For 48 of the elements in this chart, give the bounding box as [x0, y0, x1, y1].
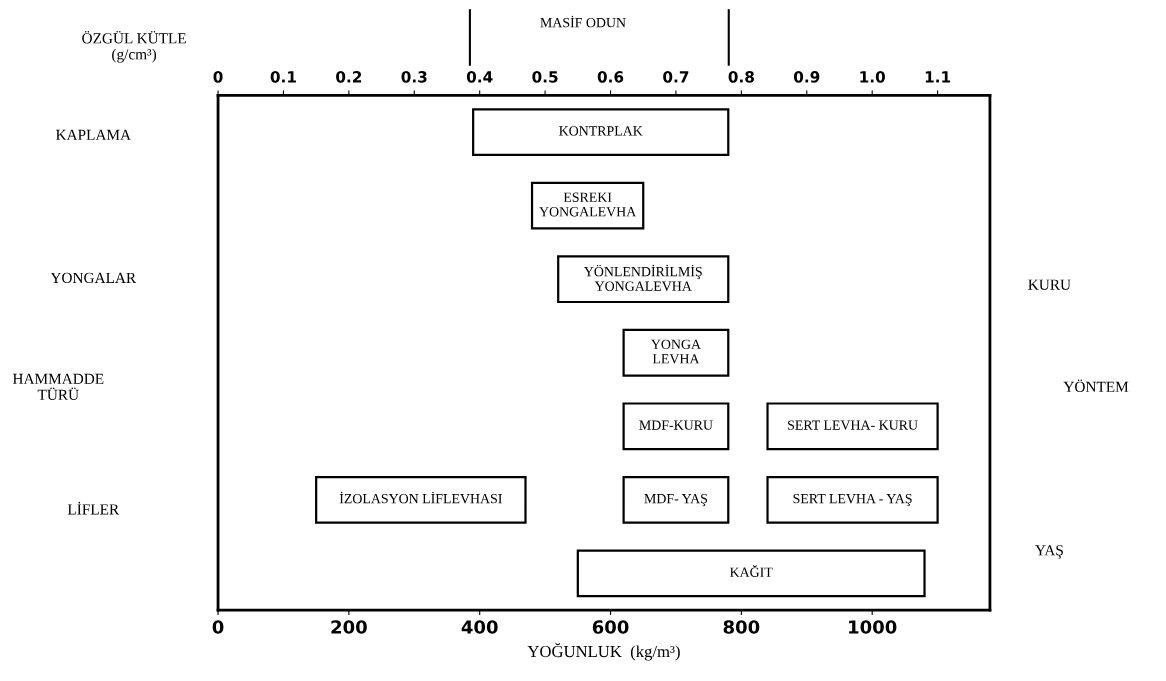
text: YAŞ [1035, 545, 1063, 559]
bar [472, 108, 730, 157]
bar [530, 181, 645, 230]
x2-axis-title: ÖZGÜL KÜTLE (g/cm³) [82, 30, 186, 63]
text: YÖNTEM [1063, 379, 1129, 392]
data-label: KAĞIT [729, 565, 773, 577]
bar [576, 549, 926, 598]
x2-tick-label: 0.6 [597, 71, 624, 83]
text: LİFLER [67, 501, 120, 515]
data-label: YONGA LEVHA [651, 339, 701, 364]
text: MASİF ODUN [540, 15, 626, 28]
x2-tick-label: 0.8 [728, 71, 754, 83]
text: YONGALAR [50, 272, 137, 284]
x2-tick-label: 0.5 [532, 71, 558, 83]
bar [557, 255, 730, 304]
bar [766, 475, 939, 524]
data-label: ESREKI YONGALEVHA [539, 192, 637, 217]
x-tick-label: 1000 [849, 620, 897, 634]
data-label: MDF-KURU [639, 420, 713, 430]
x2-tick-label: 0.3 [401, 71, 427, 83]
bar [622, 475, 730, 524]
x-tick-label: 800 [723, 620, 760, 634]
x-axis-title: YOĞUNLUK (kg/m³) [527, 642, 680, 661]
x2-tick-label: 1.0 [860, 71, 885, 83]
bar [622, 328, 730, 377]
x2-tick-label: 0.9 [793, 71, 820, 83]
data-label: SERT LEVHA - YAŞ [793, 494, 912, 507]
bar [315, 475, 527, 524]
data-label: MDF- YAŞ [644, 494, 708, 507]
x-tick-label: 0 [212, 620, 224, 634]
text: HAMMADDE TÜRÜ [12, 373, 104, 400]
bar [766, 402, 939, 451]
x2-tick-label: 1.1 [925, 71, 951, 83]
x2-tick-label: 0.7 [663, 71, 689, 83]
x2-tick-label: 0 [213, 71, 223, 83]
x2-tick-label: 0.4 [466, 71, 493, 83]
data-label: SERT LEVHA- KURU [788, 420, 918, 430]
data-label: İZOLASYON LİFLEVHASI [339, 491, 502, 504]
x-tick-label: 400 [461, 620, 498, 634]
x2-tick-label: 0.2 [336, 71, 362, 83]
x2-tick-label: 0.1 [270, 71, 296, 83]
x-tick-label: 200 [331, 620, 367, 634]
data-label: YÖNLENDİRİLMİŞ YONGALEVHA [583, 264, 702, 291]
data-label: KONTRPLAK [559, 126, 643, 136]
x-tick-label: 600 [592, 620, 629, 634]
text: KURU [1028, 279, 1071, 290]
text: KAPLAMA [55, 129, 131, 140]
bar [622, 402, 730, 451]
